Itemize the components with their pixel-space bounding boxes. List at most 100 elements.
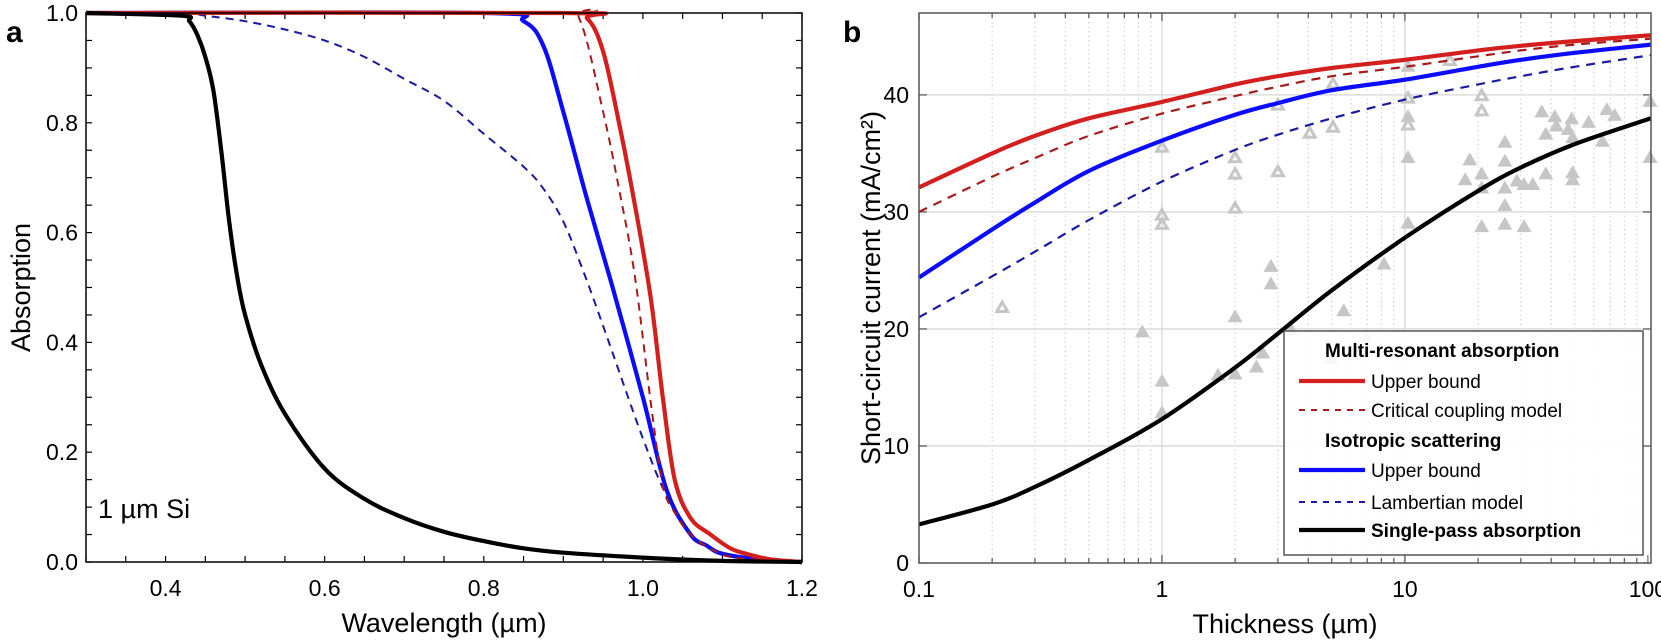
scatter-point-filled <box>1547 109 1563 123</box>
scatter-point-filled <box>1134 324 1150 338</box>
panel-label-a: a <box>6 16 23 49</box>
y-tick-label: 0.0 <box>46 549 78 575</box>
scatter-point-filled <box>1642 150 1658 163</box>
scatter-point-filled <box>1565 130 1581 144</box>
scatter-point-filled <box>1516 219 1532 233</box>
scatter-point-open <box>1473 102 1490 117</box>
series-line-4 <box>85 10 803 565</box>
series-line-3 <box>85 10 803 565</box>
x-axis-label: Wavelength (µm) <box>341 608 546 638</box>
legend-header: Isotropic scattering <box>1325 431 1501 452</box>
plot-frame <box>85 12 803 563</box>
scatter-point-filled <box>1525 177 1541 190</box>
scatter-point-open <box>1269 163 1286 178</box>
panel-label-b: b <box>843 16 861 49</box>
scatter-point-filled <box>1249 359 1264 373</box>
scatter-point-filled <box>1400 109 1416 123</box>
y-tick-label: 40 <box>883 82 909 108</box>
series-line-1 <box>85 11 803 563</box>
scatter-point-open <box>1400 116 1416 131</box>
x-tick-label: 10 <box>1392 576 1418 602</box>
legend-header: Multi-resonant absorption <box>1325 341 1559 362</box>
scatter-point-open <box>1154 138 1170 153</box>
scatter-point-filled <box>1376 256 1392 270</box>
scatter-point-filled <box>1227 366 1243 380</box>
scatter-point-open <box>1301 124 1318 139</box>
series-line-2 <box>917 42 1652 280</box>
scatter-point-filled <box>1462 152 1478 166</box>
scatter-point-filled <box>1263 276 1279 290</box>
scatter-point-open <box>1325 118 1341 133</box>
scatter-point-filled <box>1538 126 1554 140</box>
annotation-label: 1 µm Si <box>98 494 190 524</box>
scatter-point-open <box>1227 165 1244 180</box>
y-tick-label: 0.4 <box>46 329 78 355</box>
series-line-3 <box>918 54 1652 319</box>
scatter-point-filled <box>1565 165 1581 179</box>
y-tick-label: 0.8 <box>46 110 78 136</box>
plot-frame <box>918 12 1652 564</box>
scatter-point-filled <box>1400 150 1416 163</box>
scatter-point-filled <box>1497 153 1513 167</box>
y-axis-label: Absorption <box>6 223 36 352</box>
scatter-point-filled <box>1548 118 1564 132</box>
x-tick-label: 100 <box>1629 576 1661 602</box>
scatter-point-filled <box>1255 345 1271 359</box>
scatter-point-open <box>1154 215 1170 230</box>
x-tick-label: 1.2 <box>786 575 818 601</box>
y-tick-label: 20 <box>883 316 909 342</box>
y-tick-label: 30 <box>883 199 909 225</box>
legend-entry-label: Critical coupling model <box>1371 401 1562 422</box>
scatter-point-filled <box>1474 166 1490 180</box>
series-line-4 <box>918 116 1652 527</box>
scatter-point-open <box>1400 89 1416 104</box>
legend-entry-label: Lambertian model <box>1371 493 1523 514</box>
scatter-point-open <box>994 298 1011 313</box>
legend-entry-label: Upper bound <box>1371 461 1481 482</box>
scatter-point-filled <box>1565 172 1581 186</box>
scatter-point-filled <box>1607 107 1623 121</box>
x-tick-label: 0.1 <box>903 576 935 602</box>
scatter-point-filled <box>1400 215 1416 229</box>
y-tick-label: 10 <box>883 433 909 459</box>
y-tick-label: 0.6 <box>46 220 78 246</box>
x-tick-label: 0.8 <box>468 575 500 601</box>
scatter-point-filled <box>1227 309 1243 323</box>
scatter-point-filled <box>1263 258 1279 272</box>
legend-box <box>1283 330 1644 556</box>
scatter-point-filled <box>1534 104 1550 118</box>
panel-b: b 0 10 20 30 40 0.1 1 10 100 Thickness (µm) Short-c… <box>843 12 1661 639</box>
series-line-1 <box>918 37 1652 213</box>
x-tick-label: 0.4 <box>150 575 182 601</box>
scatter-point-filled <box>1497 134 1513 148</box>
scatter-point-filled <box>1599 102 1615 116</box>
scatter-point-open <box>1227 199 1244 214</box>
scatter-point-filled <box>1154 373 1170 387</box>
scatter-point-filled <box>1497 198 1513 211</box>
x-axis-label: Thickness (µm) <box>1192 609 1377 639</box>
y-tick-label: 1.0 <box>46 0 78 26</box>
scatter-point-filled <box>1474 219 1490 233</box>
legend: Multi-resonant absorption Upper bound Crit… <box>1283 330 1644 556</box>
series-line-2 <box>85 8 803 563</box>
legend-entry-label: Single-pass absorption <box>1371 521 1581 542</box>
series-line-0 <box>918 33 1652 190</box>
panel-a: a 0.4 0.6 0.8 1.0 1.2 0.0 0.2 0.4 0.6 0.8 1.0 Wavele… <box>6 0 818 638</box>
y-tick-label: 0 <box>896 550 909 576</box>
y-tick-label: 0.2 <box>46 439 78 465</box>
scatter-point-filled <box>1497 216 1513 230</box>
x-tick-label: 0.6 <box>309 575 341 601</box>
scatter-point-filled <box>1497 180 1513 194</box>
x-tick-label: 1 <box>1156 576 1169 602</box>
scatter-point-filled <box>1642 93 1658 107</box>
scatter-point-filled <box>1538 166 1554 180</box>
scatter-point-filled <box>1581 114 1597 128</box>
legend-entry-label: Upper bound <box>1371 372 1481 393</box>
scatter-point-filled <box>1564 111 1580 125</box>
scatter-point-filled <box>1457 172 1473 186</box>
x-tick-label: 1.0 <box>627 575 659 601</box>
scatter-point-filled <box>1336 303 1352 317</box>
y-axis-label: Short-circuit current (mA/cm²) <box>856 111 886 465</box>
scatter-point-open <box>1473 87 1490 102</box>
